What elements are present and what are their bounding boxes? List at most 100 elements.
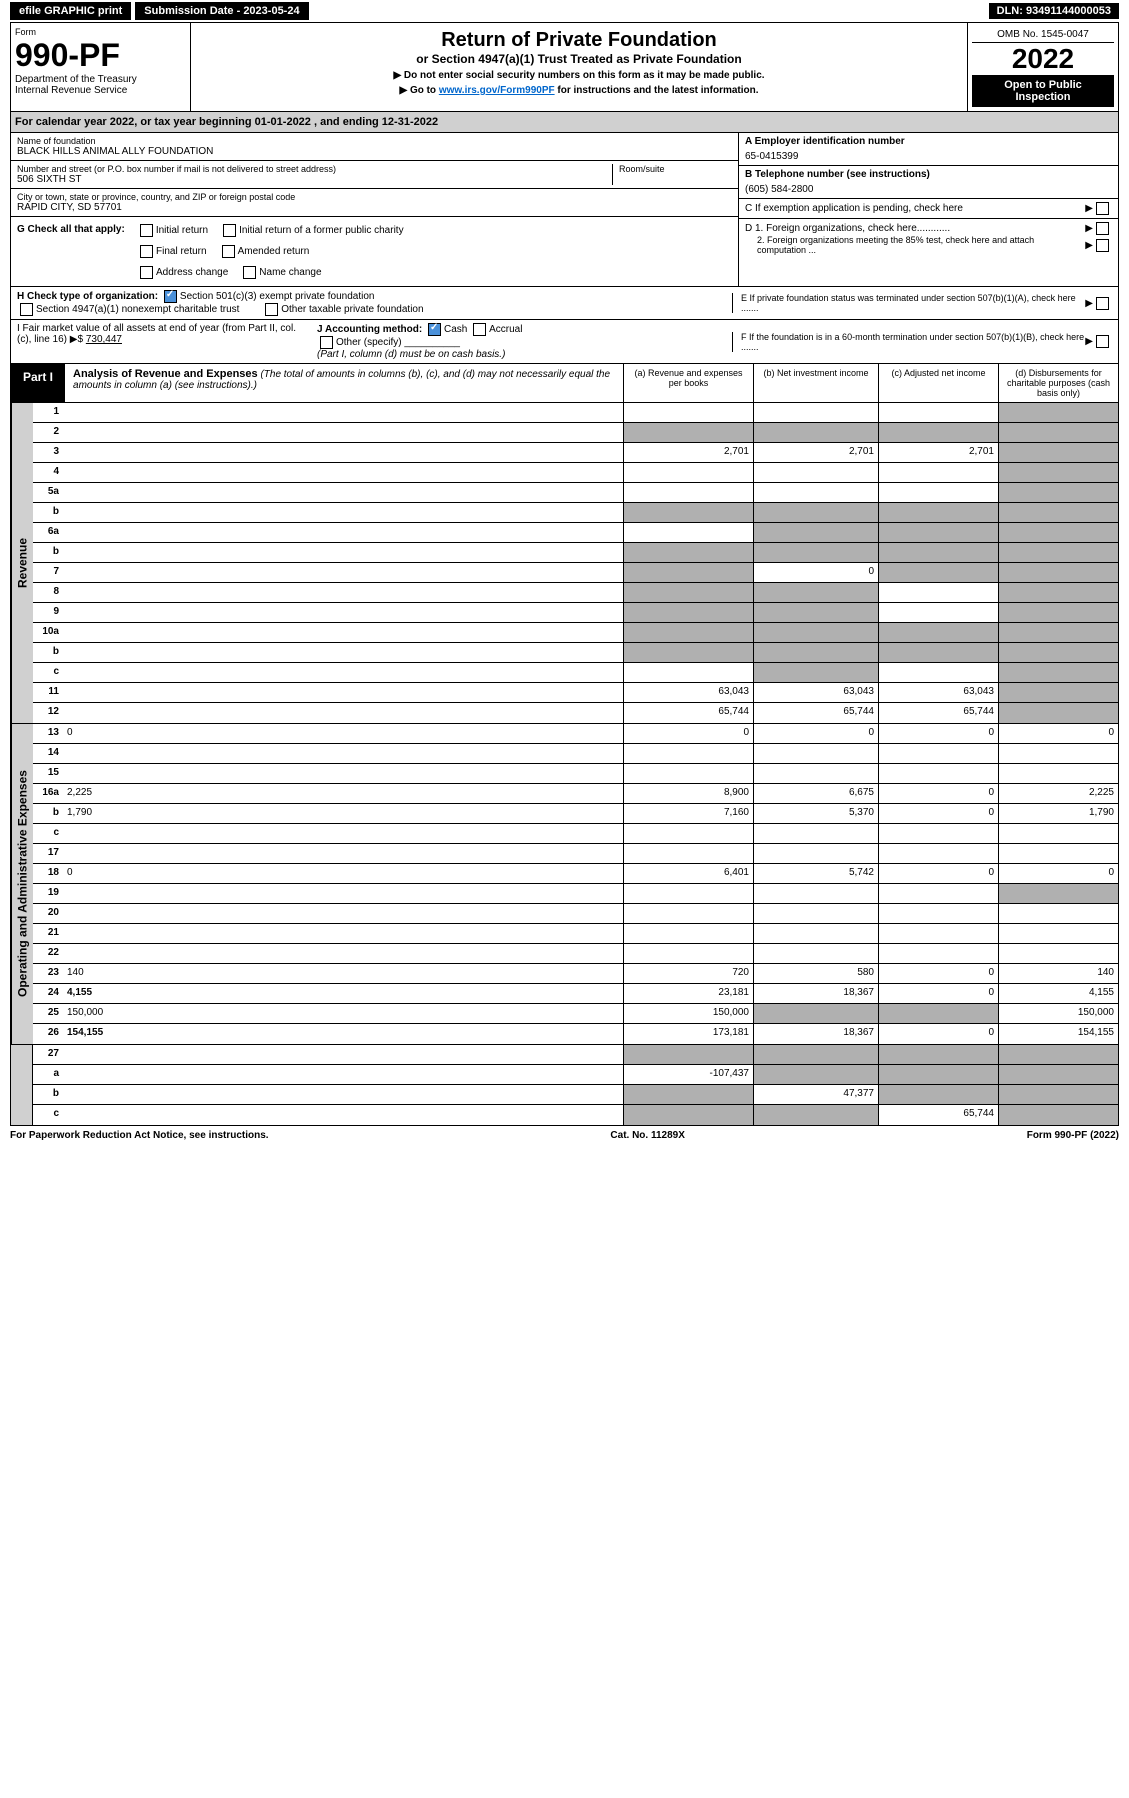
cell-d — [998, 603, 1118, 622]
line-number: a — [33, 1065, 63, 1084]
h-label: H Check type of organization: — [17, 291, 158, 302]
line-desc: 0 — [63, 864, 623, 883]
table-row: 6a — [33, 523, 1118, 543]
cb-501c3[interactable] — [164, 290, 177, 303]
cell-d — [998, 523, 1118, 542]
cell-a: 65,744 — [623, 703, 753, 723]
line-desc — [63, 423, 623, 442]
cb-60month[interactable] — [1096, 335, 1109, 348]
line-desc — [63, 523, 623, 542]
cell-a: 7,160 — [623, 804, 753, 823]
foundation-city: RAPID CITY, SD 57701 — [17, 202, 732, 213]
line-number: 13 — [33, 724, 63, 743]
line-number: 18 — [33, 864, 63, 883]
line-number: 22 — [33, 944, 63, 963]
cell-c — [878, 924, 998, 943]
cb-amended-return[interactable] — [222, 245, 235, 258]
cell-a: 23,181 — [623, 984, 753, 1003]
line-number: 8 — [33, 583, 63, 602]
cell-d — [998, 1085, 1118, 1104]
cell-d: 0 — [998, 864, 1118, 883]
cb-4947[interactable] — [20, 303, 33, 316]
cell-b — [753, 1045, 878, 1064]
cell-a — [623, 884, 753, 903]
table-row: 244,15523,18118,36704,155 — [33, 984, 1118, 1004]
cell-c — [878, 744, 998, 763]
cell-c — [878, 663, 998, 682]
form-link[interactable]: www.irs.gov/Form990PF — [439, 85, 555, 96]
e-label: E If private foundation status was termi… — [741, 293, 1085, 313]
cell-d — [998, 703, 1118, 723]
cell-c — [878, 824, 998, 843]
cell-c — [878, 904, 998, 923]
line-number: 20 — [33, 904, 63, 923]
phone-value: (605) 584-2800 — [745, 180, 1112, 195]
line-number: b — [33, 503, 63, 522]
table-row: 10a — [33, 623, 1118, 643]
cell-c — [878, 1085, 998, 1104]
cb-initial-return[interactable] — [140, 224, 153, 237]
cb-address-change[interactable] — [140, 266, 153, 279]
cell-b: 47,377 — [753, 1085, 878, 1104]
cell-d — [998, 944, 1118, 963]
table-row: c — [33, 824, 1118, 844]
cb-foreign[interactable] — [1096, 222, 1109, 235]
line-desc — [63, 623, 623, 642]
cell-c — [878, 583, 998, 602]
line-desc — [63, 824, 623, 843]
line-desc — [63, 403, 623, 422]
cell-d — [998, 543, 1118, 562]
cb-foreign-85[interactable] — [1096, 239, 1109, 252]
revenue-section: Revenue 1232,7012,7012,70145ab6ab708910a… — [10, 403, 1119, 724]
room-label: Room/suite — [619, 164, 732, 174]
cell-c — [878, 643, 998, 662]
c-label: C If exemption application is pending, c… — [745, 203, 1085, 214]
dept-irs: Internal Revenue Service — [15, 85, 186, 96]
cell-c: 0 — [878, 784, 998, 803]
efile-button[interactable]: efile GRAPHIC print — [10, 2, 131, 20]
col-c-header: (c) Adjusted net income — [878, 364, 998, 402]
cb-terminated[interactable] — [1096, 297, 1109, 310]
cb-exemption[interactable] — [1096, 202, 1109, 215]
cell-d — [998, 563, 1118, 582]
cell-c — [878, 603, 998, 622]
cell-c — [878, 844, 998, 863]
cell-b — [753, 904, 878, 923]
table-row: 25150,000150,000150,000 — [33, 1004, 1118, 1024]
line-number: 15 — [33, 764, 63, 783]
line-number: 4 — [33, 463, 63, 482]
cell-b: 5,370 — [753, 804, 878, 823]
line-desc — [63, 543, 623, 562]
cb-other-method[interactable] — [320, 336, 333, 349]
ein-label: A Employer identification number — [745, 136, 905, 147]
cell-c: 63,043 — [878, 683, 998, 702]
cb-cash[interactable] — [428, 323, 441, 336]
instr-pre: ▶ Go to — [399, 85, 438, 96]
line-desc — [63, 904, 623, 923]
cb-other-taxable[interactable] — [265, 303, 278, 316]
name-label: Name of foundation — [17, 136, 732, 146]
cb-name-change[interactable] — [243, 266, 256, 279]
table-row: 1265,74465,74465,744 — [33, 703, 1118, 723]
cell-a: 6,401 — [623, 864, 753, 883]
cb-initial-former[interactable] — [223, 224, 236, 237]
cb-accrual[interactable] — [473, 323, 486, 336]
cell-a: 0 — [623, 724, 753, 743]
line-desc: 1,790 — [63, 804, 623, 823]
cell-b: 5,742 — [753, 864, 878, 883]
calendar-year: For calendar year 2022, or tax year begi… — [10, 112, 1119, 133]
cell-a — [623, 764, 753, 783]
dln-number: DLN: 93491144000053 — [989, 3, 1119, 19]
cell-a — [623, 623, 753, 642]
cell-a — [623, 423, 753, 442]
cell-b — [753, 844, 878, 863]
line-number: 7 — [33, 563, 63, 582]
cell-b: 6,675 — [753, 784, 878, 803]
cb-final-return[interactable] — [140, 245, 153, 258]
table-row: b — [33, 643, 1118, 663]
line-desc — [63, 503, 623, 522]
cell-a: 720 — [623, 964, 753, 983]
g-label: G Check all that apply: — [17, 224, 125, 237]
cell-a: 173,181 — [623, 1024, 753, 1044]
line-number: 27 — [33, 1045, 63, 1064]
